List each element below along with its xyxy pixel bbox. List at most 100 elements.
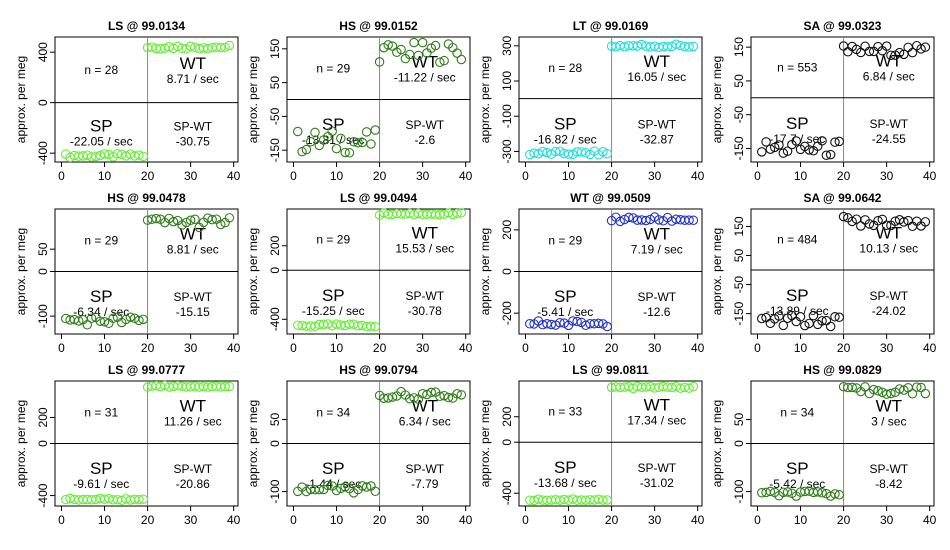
diff-value: -24.02 [872,304,906,318]
wt-point [856,221,866,231]
y-tick-label: 150 [268,38,282,58]
x-tick-label: 0 [522,513,529,527]
x-tick-label: 0 [290,169,297,183]
n-count-label: n = 31 [84,405,118,419]
x-tick-label: 20 [373,513,387,527]
sp-rate: -17.7 / sec [769,132,825,146]
n-count-label: n = 29 [316,233,350,247]
x-tick-label: 10 [330,341,344,355]
sp-rate: -13.89 / sec [766,304,829,318]
wt-point [903,42,913,53]
wt-point [374,57,385,67]
sp-point [834,312,845,323]
wt-point [383,40,393,50]
y-tick-label: -100 [500,104,514,128]
diff-label: SP-WT [405,462,444,476]
wt-point [430,40,441,51]
wt-point [688,381,699,392]
sp-point [293,126,303,137]
sp-point [134,494,144,505]
chart-panel: LS @ 99.0134 -400 0 400 0 10 20 30 40 approx. per… [14,19,241,183]
sp-point [602,149,613,159]
sp-point [563,149,574,159]
sp-rate: -22.05 / sec [70,134,133,148]
y-tick-label: 0 [36,99,50,106]
y-tick-label: 200 [500,406,514,426]
x-tick-label: 0 [522,169,529,183]
wt-rate: -11.22 / sec [394,70,456,84]
y-tick-label: 50 [732,412,746,426]
y-tick-label: -150 [732,301,746,325]
wt-point [396,44,406,55]
y-axis-label: approx. per meg [14,56,28,143]
diff-value: -8.42 [875,477,903,491]
wt-rate: 15.53 / sec [395,242,454,256]
wt-point [654,215,664,225]
wt-point [881,220,892,231]
chart-panel: HS @ 99.0829 -100 0 50 0 10 20 30 40 approx. per … [710,363,937,527]
wt-point [452,48,462,58]
sp-point [808,310,819,321]
wt-label: WT [644,224,670,243]
diff-label: SP-WT [173,119,212,133]
plot-frame [286,208,471,335]
y-tick-label: 0 [36,268,50,275]
sp-point [310,127,320,138]
chart-title: LS @ 99.0777 [108,363,185,377]
sp-point [834,490,845,500]
sp-point [774,140,784,150]
sp-point [361,127,372,137]
sp-point [602,495,613,505]
chart-panel: LS @ 99.0777 -400 0 200 0 10 20 30 40 approx. per… [14,363,241,527]
sp-point [366,139,376,149]
wt-label: WT [412,224,438,243]
wt-rate: 8.71 / sec [167,72,219,86]
chart-title: LS @ 99.0811 [572,363,649,377]
chart-panel: WT @ 99.0509 -200 0 200 0 10 20 30 40 approx. per… [478,191,705,355]
sp-rate: -6.34 / sec [73,305,129,319]
x-tick-label: 20 [605,341,619,355]
wt-point [439,55,449,66]
sp-label: SP [90,116,113,135]
x-tick-label: 40 [459,169,473,183]
y-axis-label: approx. per meg [710,56,724,143]
y-tick-label: 0 [500,268,514,275]
sp-point [817,488,827,498]
y-axis-label: approx. per meg [14,400,28,487]
x-tick-label: 0 [522,341,529,355]
sp-rate: -15.25 / sec [302,304,365,318]
x-tick-label: 10 [794,341,808,355]
wt-rate: 17.34 / sec [627,414,686,428]
y-tick-label: 0 [36,440,50,447]
diff-value: -2.6 [414,133,435,147]
y-tick-label: 300 [500,35,514,55]
sp-point [572,316,582,327]
n-count-label: n = 484 [777,233,818,247]
diff-label: SP-WT [405,289,444,303]
chart-title: LS @ 99.0134 [108,19,185,33]
x-tick-label: 40 [923,169,937,183]
sp-point [559,318,569,328]
sp-label: SP [786,459,809,478]
y-tick-label: -200 [500,301,514,325]
wt-point [383,393,393,403]
sp-point [834,136,845,147]
diff-label: SP-WT [173,462,212,476]
sp-point [353,138,363,148]
wt-label: WT [180,54,206,73]
y-axis-label: approx. per meg [478,56,492,143]
wt-point [439,390,449,401]
chart-panel: SA @ 99.0323 -150 -50 50 150 0 10 20 30 40 approx.… [710,19,937,183]
x-tick-label: 0 [754,169,761,183]
y-tick-label: 50 [732,74,746,88]
n-count-label: n = 29 [316,61,350,75]
x-tick-label: 20 [141,169,155,183]
y-tick-label: 0 [732,440,746,447]
chart-title: LT @ 99.0169 [573,19,649,33]
sp-point [331,485,342,496]
x-tick-label: 20 [605,513,619,527]
sp-point [765,486,776,497]
y-tick-label: -400 [36,483,50,507]
x-tick-label: 40 [459,513,473,527]
wt-point [155,44,166,54]
